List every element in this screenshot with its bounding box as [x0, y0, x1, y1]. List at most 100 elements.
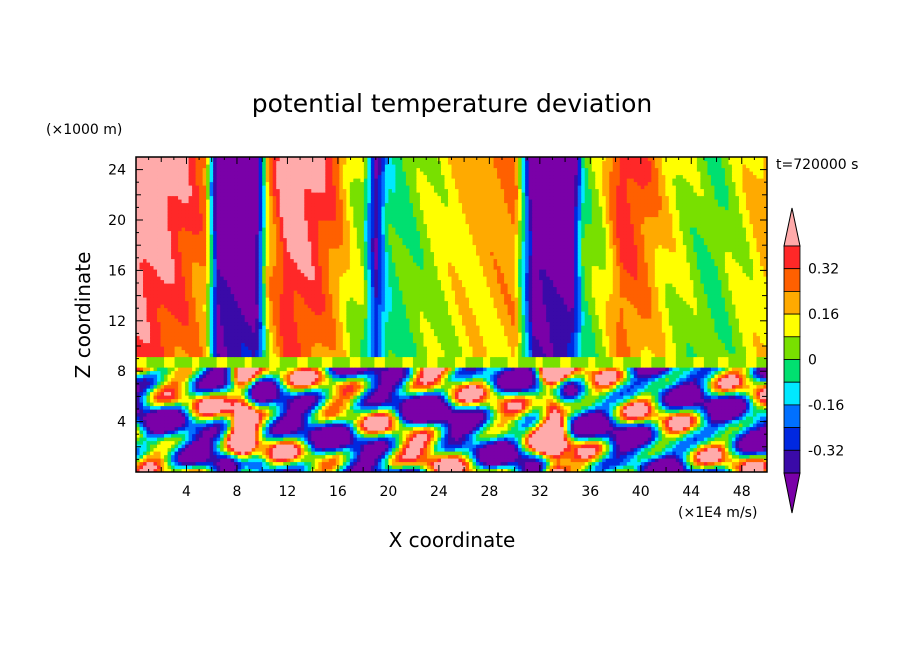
heatmap-cell [416, 374, 421, 379]
heatmap-cell [227, 384, 232, 389]
heatmap-cell [738, 395, 744, 400]
heatmap-cell [584, 405, 589, 410]
heatmap-cell [651, 381, 656, 386]
heatmap-cell [332, 395, 337, 400]
heatmap-cell [220, 447, 225, 452]
heatmap-cell [307, 447, 312, 452]
heatmap-cell [223, 433, 228, 438]
heatmap-cell [469, 468, 474, 472]
heatmap-cell [560, 433, 565, 438]
heatmap-cell [689, 458, 694, 463]
heatmap-cell [209, 458, 214, 463]
heatmap-cell [178, 405, 183, 410]
heatmap-cell [255, 440, 260, 445]
heatmap-cell [192, 447, 197, 452]
heatmap-cell [143, 447, 148, 452]
heatmap-cell [504, 426, 509, 431]
heatmap-cell [605, 468, 610, 472]
heatmap-cell [143, 468, 148, 472]
heatmap-cell [658, 437, 663, 442]
heatmap-cell [658, 454, 663, 459]
heatmap-cell [584, 468, 589, 472]
heatmap-cell [626, 451, 631, 456]
heatmap-cell [279, 374, 284, 379]
heatmap-cell [416, 405, 421, 410]
heatmap-cell [293, 398, 298, 403]
heatmap-cell [707, 433, 712, 438]
heatmap-cell [423, 430, 428, 435]
heatmap-cell [616, 423, 621, 428]
heatmap-field [136, 157, 767, 472]
heatmap-cell [525, 426, 530, 431]
heatmap-cell [675, 398, 680, 403]
heatmap-cell [304, 398, 309, 403]
heatmap-cell [251, 426, 256, 431]
heatmap-cell [504, 395, 509, 400]
heatmap-cell [525, 384, 530, 389]
heatmap-cell [342, 395, 347, 400]
heatmap-cell [679, 437, 684, 442]
heatmap-cell [493, 440, 498, 445]
heatmap-cell [206, 423, 211, 428]
heatmap-cell [388, 454, 393, 459]
heatmap-cell [437, 398, 442, 403]
heatmap-cell [735, 447, 740, 452]
heatmap-cell [244, 447, 249, 452]
heatmap-cell [577, 454, 582, 459]
heatmap-cell [419, 391, 425, 396]
heatmap-cell [451, 461, 456, 466]
heatmap-cell [749, 444, 754, 449]
heatmap-cell [549, 377, 554, 382]
heatmap-cell [693, 430, 698, 435]
heatmap-cell [398, 416, 404, 421]
heatmap-cell [591, 430, 596, 435]
heatmap-cell [363, 409, 368, 414]
heatmap-cell [160, 374, 165, 379]
heatmap-cell [665, 412, 670, 417]
heatmap-cell [290, 426, 295, 431]
heatmap-cell [700, 447, 705, 452]
heatmap-cell [395, 388, 400, 393]
heatmap-cell [735, 398, 740, 403]
heatmap-cell [710, 391, 716, 396]
heatmap-cell [409, 430, 414, 435]
heatmap-cell [535, 391, 540, 396]
heatmap-cell [381, 395, 386, 400]
heatmap-cell [521, 391, 526, 396]
heatmap-cell [195, 468, 200, 472]
heatmap-cell [160, 465, 165, 470]
heatmap-cell [763, 433, 767, 438]
heatmap-cell [693, 416, 698, 421]
heatmap-cell [483, 465, 488, 470]
heatmap-cell [332, 416, 337, 421]
heatmap-cell [623, 398, 628, 403]
heatmap-cell [153, 374, 158, 379]
heatmap-cell [640, 465, 645, 470]
heatmap-cell [255, 468, 260, 472]
heatmap-cell [377, 444, 382, 449]
heatmap-cell [171, 405, 176, 410]
heatmap-cell [244, 402, 249, 407]
heatmap-cell [549, 454, 554, 459]
heatmap-cell [700, 430, 705, 435]
heatmap-cell [146, 412, 151, 417]
heatmap-cell [248, 409, 253, 414]
heatmap-cell [181, 395, 186, 400]
heatmap-cell [262, 388, 267, 393]
heatmap-cell [307, 374, 312, 379]
heatmap-cell [507, 416, 512, 421]
heatmap-cell [402, 381, 407, 386]
heatmap-cell [511, 384, 516, 389]
heatmap-cell [346, 444, 351, 449]
heatmap-cell [227, 412, 232, 417]
heatmap-cell [202, 440, 207, 445]
heatmap-cell [731, 395, 737, 400]
heatmap-cell [248, 384, 253, 389]
heatmap-cell [493, 430, 498, 435]
heatmap-cell [195, 451, 200, 456]
heatmap-cell [507, 388, 512, 393]
heatmap-cell [290, 374, 295, 379]
heatmap-cell [511, 454, 516, 459]
heatmap-cell [651, 398, 656, 403]
heatmap-cell [356, 430, 361, 435]
